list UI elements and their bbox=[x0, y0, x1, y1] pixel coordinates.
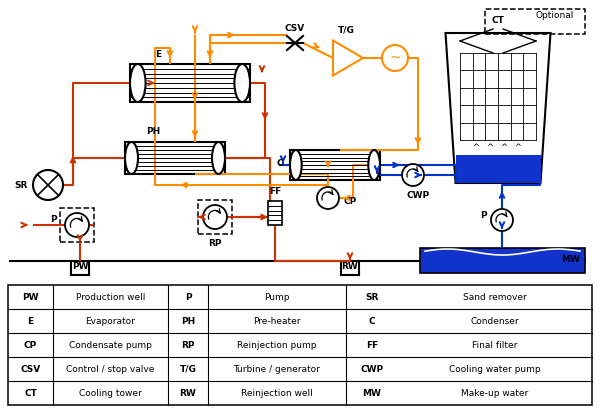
Text: CSV: CSV bbox=[285, 24, 305, 33]
Text: Control / stop valve: Control / stop valve bbox=[67, 365, 155, 373]
Ellipse shape bbox=[368, 150, 380, 180]
Bar bbox=[290, 150, 380, 180]
Text: Evaporator: Evaporator bbox=[86, 316, 136, 325]
Text: T/G: T/G bbox=[338, 26, 355, 35]
Text: PH: PH bbox=[181, 316, 195, 325]
Circle shape bbox=[65, 213, 89, 237]
Text: CWP: CWP bbox=[406, 191, 430, 200]
Text: Cooling tower: Cooling tower bbox=[79, 389, 142, 397]
Text: CT: CT bbox=[24, 389, 37, 397]
Text: Production well: Production well bbox=[76, 292, 145, 301]
Text: SR: SR bbox=[14, 180, 28, 190]
Text: PW: PW bbox=[72, 262, 88, 271]
Text: MW: MW bbox=[561, 256, 580, 264]
Circle shape bbox=[33, 170, 63, 200]
Text: RW: RW bbox=[179, 389, 196, 397]
Text: FF: FF bbox=[366, 340, 378, 349]
Text: PW: PW bbox=[22, 292, 39, 301]
Text: ^: ^ bbox=[515, 143, 521, 152]
Text: ^: ^ bbox=[473, 143, 479, 152]
Circle shape bbox=[491, 209, 513, 231]
Text: CWP: CWP bbox=[361, 365, 383, 373]
Circle shape bbox=[382, 45, 408, 71]
Bar bbox=[130, 64, 250, 102]
Text: Final filter: Final filter bbox=[472, 340, 518, 349]
Bar bbox=[198, 200, 232, 234]
Text: FF: FF bbox=[269, 187, 281, 196]
Text: E: E bbox=[155, 50, 161, 59]
Text: RW: RW bbox=[341, 262, 358, 271]
Text: CSV: CSV bbox=[20, 365, 41, 373]
Ellipse shape bbox=[212, 142, 225, 174]
Text: Optional: Optional bbox=[536, 12, 574, 21]
Text: PH: PH bbox=[146, 127, 160, 136]
Text: Turbine / generator: Turbine / generator bbox=[233, 365, 320, 373]
Bar bbox=[268, 201, 282, 225]
Ellipse shape bbox=[125, 142, 138, 174]
Text: RP: RP bbox=[181, 340, 195, 349]
Text: P: P bbox=[50, 216, 57, 225]
Ellipse shape bbox=[235, 64, 250, 102]
Circle shape bbox=[317, 187, 339, 209]
Bar bbox=[420, 248, 585, 273]
Bar bbox=[485, 9, 585, 33]
Text: Condensate pump: Condensate pump bbox=[69, 340, 152, 349]
Text: ^: ^ bbox=[487, 143, 493, 152]
Text: Pump: Pump bbox=[264, 292, 290, 301]
Text: Reinjection well: Reinjection well bbox=[241, 389, 313, 397]
Polygon shape bbox=[445, 33, 551, 183]
Text: P: P bbox=[481, 211, 487, 219]
Text: P: P bbox=[185, 292, 191, 301]
Bar bbox=[125, 142, 225, 174]
Ellipse shape bbox=[290, 150, 302, 180]
Bar bbox=[8, 285, 592, 405]
Text: Condenser: Condenser bbox=[470, 316, 520, 325]
Bar bbox=[455, 155, 541, 183]
Text: CT: CT bbox=[491, 16, 505, 25]
Text: C: C bbox=[277, 159, 283, 168]
Circle shape bbox=[402, 164, 424, 186]
Text: RP: RP bbox=[208, 239, 222, 248]
Text: CP: CP bbox=[343, 197, 356, 206]
Text: Pre-heater: Pre-heater bbox=[253, 316, 301, 325]
Text: ~: ~ bbox=[389, 51, 401, 65]
Text: E: E bbox=[28, 316, 34, 325]
Text: Make-up water: Make-up water bbox=[461, 389, 529, 397]
Bar bbox=[60, 208, 94, 242]
Text: MW: MW bbox=[362, 389, 382, 397]
Text: Cooling water pump: Cooling water pump bbox=[449, 365, 541, 373]
Text: Reinjection pump: Reinjection pump bbox=[237, 340, 317, 349]
Circle shape bbox=[203, 205, 227, 229]
Text: C: C bbox=[368, 316, 376, 325]
Text: Sand remover: Sand remover bbox=[463, 292, 527, 301]
Text: SR: SR bbox=[365, 292, 379, 301]
Text: T/G: T/G bbox=[179, 365, 196, 373]
Polygon shape bbox=[333, 40, 363, 76]
Ellipse shape bbox=[130, 64, 146, 102]
Text: CP: CP bbox=[24, 340, 37, 349]
Text: ^: ^ bbox=[500, 143, 508, 152]
